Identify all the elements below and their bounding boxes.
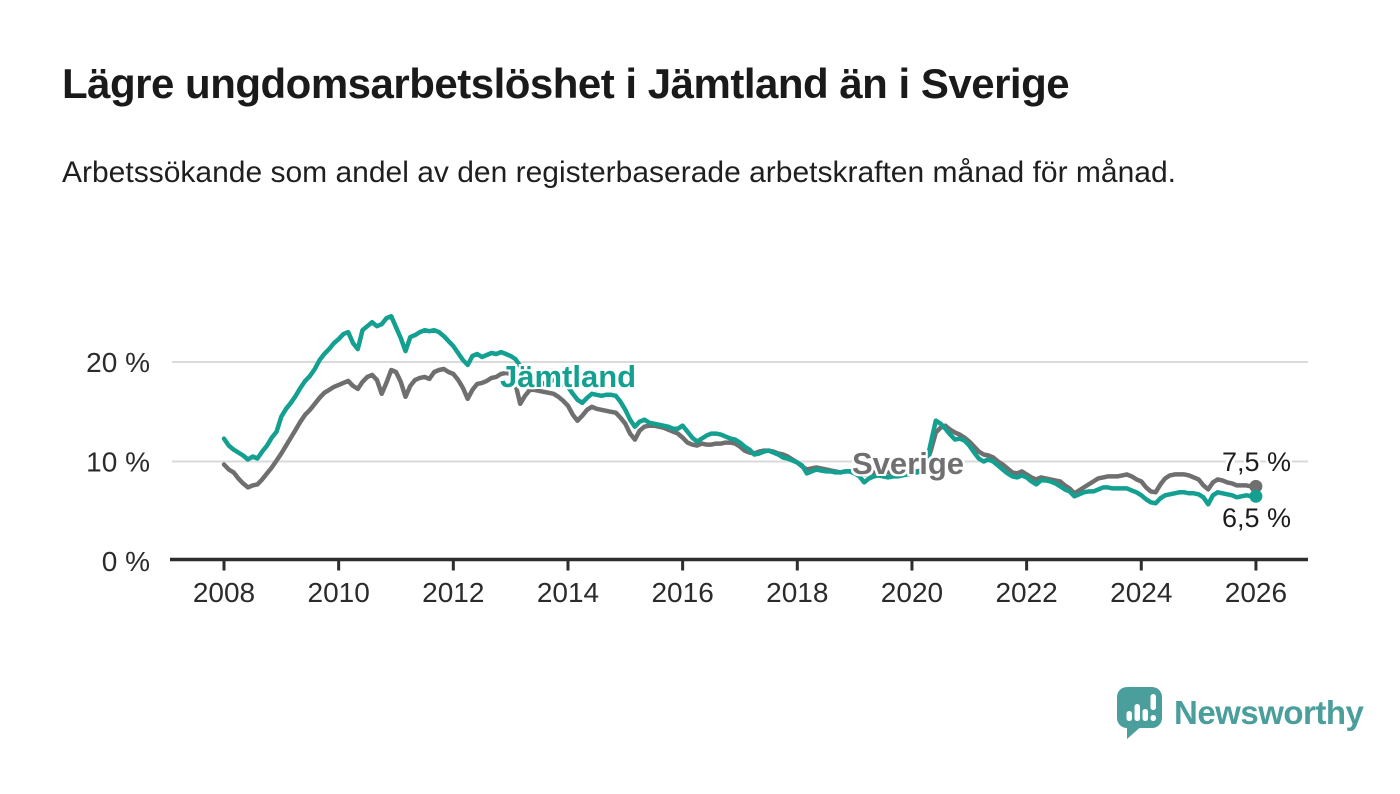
x-tick-label: 2022 [995,577,1057,608]
newsworthy-icon [1117,687,1162,739]
x-tick-label: 2020 [881,577,943,608]
y-tick-label: 20 % [86,347,150,378]
x-tick-label: 2014 [537,577,599,608]
chart-subtitle: Arbetssökande som andel av den registerb… [62,156,1176,189]
x-tick-label: 2026 [1225,577,1287,608]
x-tick-label: 2016 [651,577,713,608]
newsworthy-logo: Newsworthy [1116,686,1364,740]
sverige-end-dot [1249,479,1263,493]
x-tick-label: 2012 [422,577,484,608]
page-title: Lägre ungdomsarbetslöshet i Jämtland än … [62,60,1070,107]
x-tick-label: 2008 [193,577,255,608]
jamtland-line [221,313,1259,507]
end-value-sverige: 7,5 % [1222,447,1292,477]
y-tick-label: 0 % [102,546,150,577]
series-label-sverige: Sverige [852,446,965,481]
end-value-jamtland: 6,5 % [1222,503,1292,533]
newsworthy-wordmark: Newsworthy [1174,694,1364,731]
jamtland-end-dot [1249,489,1263,503]
series-label-jamtland: Jämtland [500,359,637,394]
x-tick-label: 2024 [1110,577,1172,608]
x-tick-label: 2018 [766,577,828,608]
sverige-line [221,366,1259,496]
x-tick-label: 2010 [308,577,370,608]
y-tick-label: 10 % [86,447,150,478]
